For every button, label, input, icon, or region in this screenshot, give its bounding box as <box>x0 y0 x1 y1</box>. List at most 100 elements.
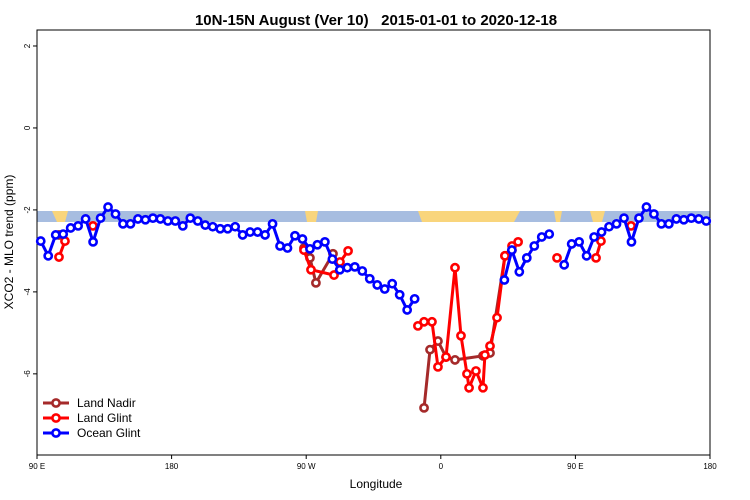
series-point <box>73 221 84 231</box>
series-point <box>290 230 300 241</box>
series-point <box>306 264 316 275</box>
series-point <box>230 221 241 232</box>
series-point <box>312 239 323 250</box>
series-point <box>297 234 308 244</box>
series-point <box>192 216 203 226</box>
x-tick-label: 90 E <box>567 462 583 471</box>
series-point <box>591 252 601 263</box>
series-point <box>148 213 158 224</box>
series-point <box>409 293 420 304</box>
series-point <box>678 214 689 225</box>
series-point <box>379 284 390 294</box>
x-tick-label: 90 E <box>29 462 45 471</box>
x-tick-label: 180 <box>703 462 717 471</box>
series-point <box>485 341 495 351</box>
series-point <box>260 230 270 240</box>
series-point <box>596 236 606 246</box>
y-axis-label: XCO2 - MLO trend (ppm) <box>2 175 16 310</box>
series-point <box>170 216 181 226</box>
series-point <box>88 221 98 231</box>
series-point <box>65 223 76 233</box>
series-point <box>133 214 143 224</box>
series-point <box>237 230 248 240</box>
series-point <box>500 250 510 261</box>
series-point <box>596 227 607 237</box>
y-tick-label: 2 <box>23 43 32 48</box>
series-point <box>110 209 121 219</box>
series-point <box>619 213 629 224</box>
series-point <box>686 213 697 224</box>
series-point <box>200 220 211 230</box>
series-point <box>521 252 532 263</box>
plot-frame <box>36 29 711 456</box>
series-point <box>342 262 353 273</box>
series-point <box>552 252 562 263</box>
series-point <box>471 366 481 376</box>
series-point <box>185 213 196 224</box>
series-point <box>252 227 263 237</box>
series-point <box>478 382 488 393</box>
series-point <box>215 223 226 234</box>
series-point <box>54 252 64 262</box>
series-point <box>343 246 353 256</box>
series-point <box>419 316 429 327</box>
chart-title: 10N-15N August (Ver 10) 2015-01-01 to 20… <box>195 12 557 29</box>
series-point <box>693 214 704 224</box>
series-point <box>327 254 338 264</box>
series-point <box>433 361 443 372</box>
series-point <box>480 350 490 360</box>
series-point <box>140 214 151 225</box>
y-tick-label: -6 <box>23 370 32 378</box>
series-point <box>207 221 218 232</box>
series-point <box>559 259 570 270</box>
series-point <box>394 289 405 300</box>
series-point <box>611 218 622 229</box>
series-point <box>387 278 398 289</box>
series-point <box>267 218 278 229</box>
series-point <box>425 344 435 355</box>
legend-label: Land Nadir <box>77 396 136 410</box>
series-point <box>311 277 321 288</box>
series-point <box>450 262 460 273</box>
series-point <box>155 214 166 224</box>
series-point <box>589 232 599 242</box>
series-point <box>95 213 106 224</box>
series-point <box>103 202 113 212</box>
series-point <box>125 218 136 229</box>
series-point <box>402 305 413 315</box>
series-point <box>701 216 712 226</box>
series-point <box>544 229 555 239</box>
x-tick-label: 180 <box>165 462 179 471</box>
series-point <box>319 236 330 247</box>
series-point <box>514 266 525 277</box>
series-point <box>641 202 652 212</box>
series-point <box>305 243 315 254</box>
series-point <box>88 236 98 247</box>
series-point <box>329 270 339 280</box>
series-point <box>663 218 674 229</box>
series-point <box>372 280 383 290</box>
legend-marker <box>51 398 61 408</box>
series-point <box>118 218 128 229</box>
y-tick-label: -2 <box>23 206 32 214</box>
legend-label: Land Glint <box>77 411 132 425</box>
series-point <box>536 232 547 242</box>
legend-label: Ocean Glint <box>77 426 141 440</box>
series-point <box>499 275 510 285</box>
series-point <box>245 227 256 237</box>
series-point <box>450 355 460 365</box>
series-point <box>349 261 360 272</box>
series-point <box>357 266 368 276</box>
series-point <box>427 316 437 327</box>
legend-marker <box>51 428 61 438</box>
series-point <box>492 312 502 323</box>
x-axis-label: Longitude <box>350 477 403 491</box>
series-point <box>364 273 375 284</box>
series-point <box>671 214 682 224</box>
series-point <box>58 229 69 239</box>
y-tick-label: 0 <box>23 125 32 130</box>
series-point <box>574 236 585 247</box>
series-point <box>462 368 472 379</box>
x-tick-label: 90 W <box>297 462 316 471</box>
